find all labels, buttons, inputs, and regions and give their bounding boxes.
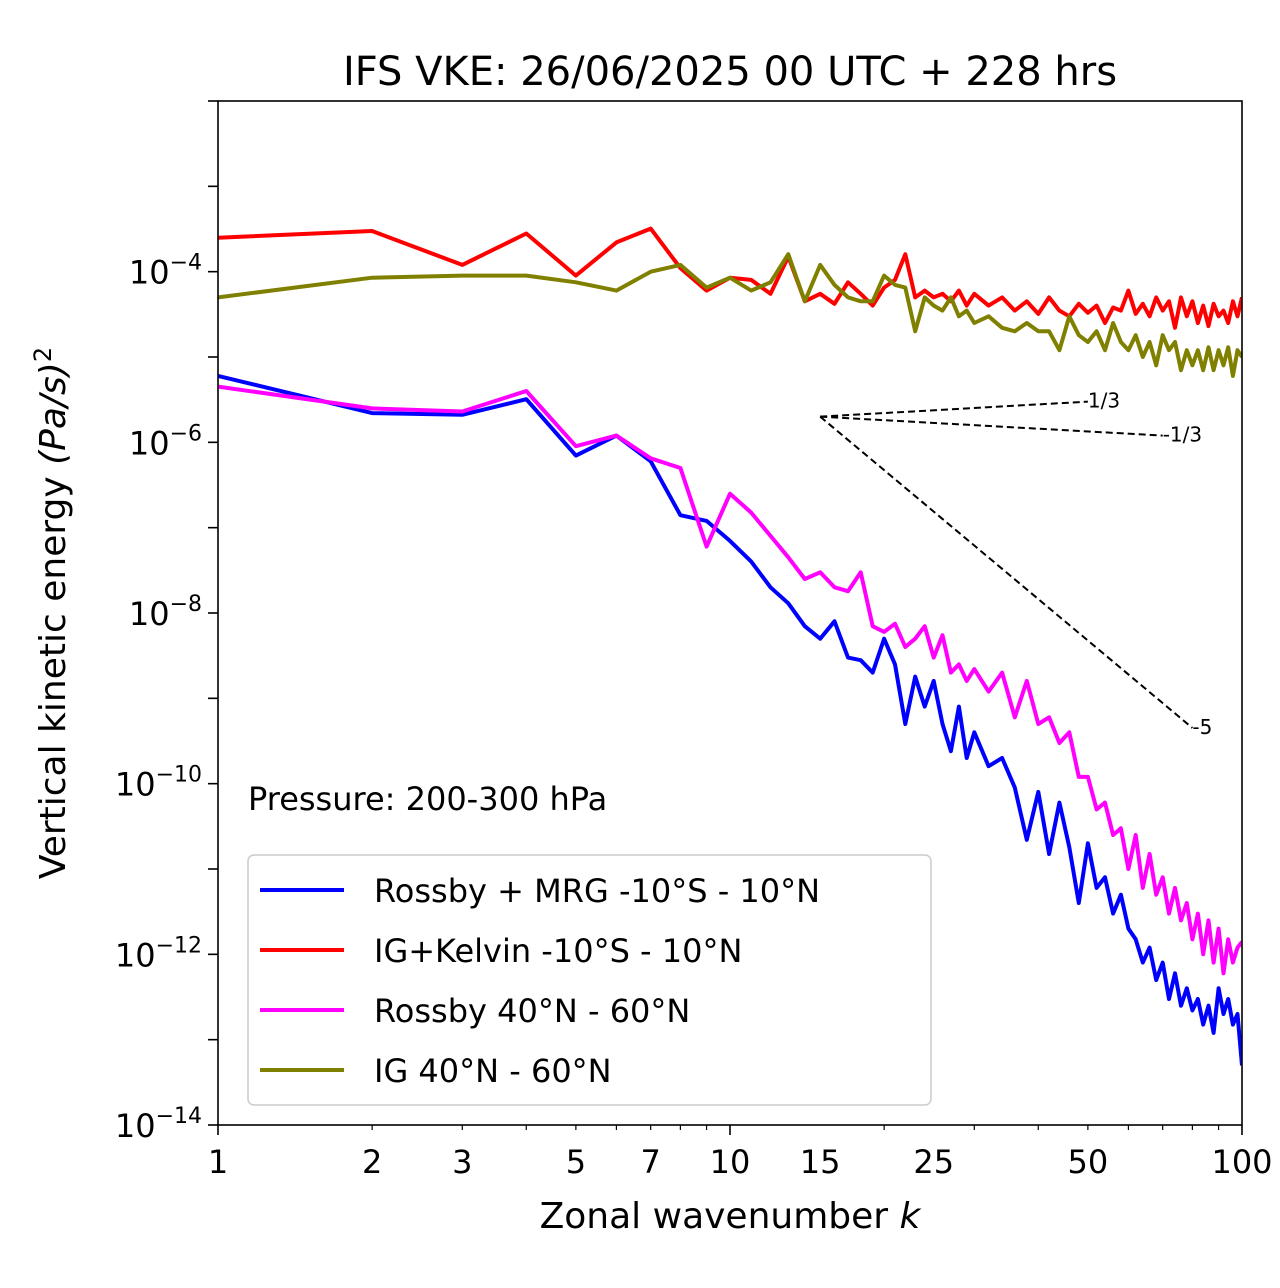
y-axis-label-text: Vertical kinetic energy bbox=[33, 476, 74, 879]
legend-label-2: Rossby 40°N - 60°N bbox=[374, 992, 690, 1030]
x-tick-label: 100 bbox=[1211, 1143, 1272, 1181]
slope-line-2 bbox=[819, 415, 1194, 729]
series-line-1 bbox=[218, 226, 1242, 330]
y-tick-label: 10−4 bbox=[129, 251, 202, 292]
y-axis-label-unit: (Pa/s) bbox=[33, 362, 74, 465]
series-line-0 bbox=[218, 373, 1242, 1066]
x-tick-label: 25 bbox=[913, 1143, 954, 1181]
slope-label-2: -5 bbox=[1192, 715, 1212, 739]
legend: Rossby + MRG -10°S - 10°N IG+Kelvin -10°S… bbox=[247, 854, 932, 1106]
x-tick-label: 7 bbox=[641, 1143, 661, 1181]
slope-line-0 bbox=[820, 400, 1088, 418]
y-tick-exp: −8 bbox=[170, 592, 202, 617]
legend-items: Rossby + MRG -10°S - 10°N IG+Kelvin -10°S… bbox=[260, 872, 820, 1090]
x-tick-label: 10 bbox=[710, 1143, 751, 1181]
legend-box bbox=[247, 854, 932, 1106]
series-layer bbox=[218, 226, 1242, 1066]
y-tick-base: 10 bbox=[129, 595, 170, 633]
legend-label-1: IG+Kelvin -10°S - 10°N bbox=[374, 932, 742, 970]
slope-label-1: -1/3 bbox=[1163, 423, 1202, 447]
y-axis-label-exp: 2 bbox=[29, 347, 57, 362]
slope-label-0: 1/3 bbox=[1088, 389, 1120, 413]
x-tick-label: 2 bbox=[362, 1143, 382, 1181]
y-tick-base: 10 bbox=[115, 766, 156, 804]
x-axis: 1 2 3 5 7 10 15 25 50 100 bbox=[208, 1125, 1273, 1181]
chart-title: IFS VKE: 26/06/2025 00 UTC + 228 hrs bbox=[343, 49, 1117, 95]
x-tick-label: 50 bbox=[1068, 1143, 1109, 1181]
slope-line-1 bbox=[820, 415, 1163, 437]
slope-layer: 1/3 -1/3 -5 bbox=[819, 389, 1212, 739]
y-tick-label: 10−6 bbox=[129, 421, 202, 462]
pressure-annotation: Pressure: 200-300 hPa bbox=[248, 780, 607, 818]
y-tick-label: 10−12 bbox=[115, 933, 202, 974]
y-tick-exp: −4 bbox=[170, 251, 202, 276]
x-tick-label: 5 bbox=[566, 1143, 586, 1181]
x-tick-label: 3 bbox=[452, 1143, 472, 1181]
x-tick-label: 15 bbox=[800, 1143, 841, 1181]
y-tick-exp: −14 bbox=[156, 1104, 202, 1129]
y-tick-label: 10−8 bbox=[129, 592, 202, 633]
legend-label-3: IG 40°N - 60°N bbox=[374, 1052, 612, 1090]
y-tick-base: 10 bbox=[129, 254, 170, 292]
x-axis-label-var: k bbox=[900, 1196, 923, 1237]
y-tick-exp: −6 bbox=[170, 421, 202, 446]
legend-label-0: Rossby + MRG -10°S - 10°N bbox=[374, 872, 820, 910]
y-tick-base: 10 bbox=[115, 936, 156, 974]
series-line-2 bbox=[218, 384, 1242, 976]
series-line-3 bbox=[218, 252, 1242, 378]
y-tick-label: 10−10 bbox=[115, 763, 202, 804]
x-axis-label: Zonal wavenumber k bbox=[540, 1196, 923, 1237]
x-tick-label: 1 bbox=[208, 1143, 228, 1181]
y-tick-base: 10 bbox=[129, 424, 170, 462]
y-tick-base: 10 bbox=[115, 1107, 156, 1145]
y-tick-exp: −10 bbox=[156, 763, 202, 788]
y-axis-label: Vertical kinetic energy (Pa/s)2 bbox=[29, 347, 74, 879]
y-tick-label: 10−14 bbox=[115, 1104, 202, 1145]
x-axis-label-text: Zonal wavenumber bbox=[540, 1196, 889, 1237]
y-tick-exp: −12 bbox=[156, 933, 202, 958]
